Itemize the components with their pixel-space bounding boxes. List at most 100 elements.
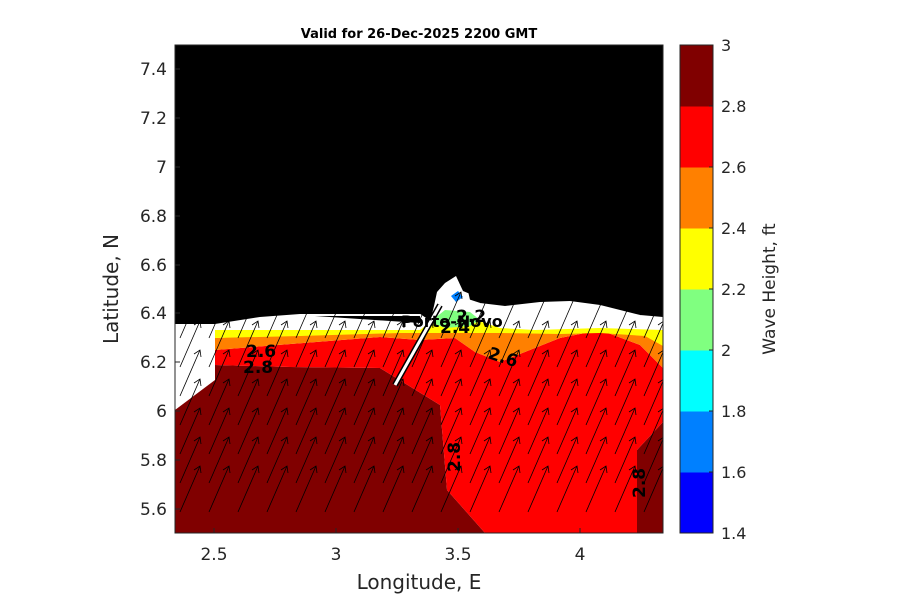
wave-vector bbox=[382, 349, 404, 397]
x-tick-label: 3.5 bbox=[444, 545, 471, 565]
wave-vector bbox=[266, 436, 288, 484]
wave-vector-head bbox=[570, 436, 579, 445]
wave-vector-head bbox=[512, 465, 521, 474]
wave-vector bbox=[643, 409, 663, 455]
wave-vector bbox=[266, 320, 288, 368]
wave-vector bbox=[556, 465, 578, 513]
wave-vector-head bbox=[396, 465, 405, 474]
colorbar-tick-label: 2.2 bbox=[721, 280, 746, 299]
colorbar-swatch bbox=[680, 472, 713, 534]
wave-vector bbox=[643, 293, 663, 339]
band-2.0-2.2 bbox=[430, 310, 480, 328]
wave-vector bbox=[208, 291, 230, 339]
channel-line-inner bbox=[393, 304, 442, 386]
wave-vector bbox=[411, 378, 433, 426]
wave-vector bbox=[498, 378, 520, 426]
wave-vector-head bbox=[541, 465, 550, 474]
wave-vector bbox=[208, 320, 230, 368]
wave-vector-head bbox=[338, 465, 347, 474]
wave-vector-head bbox=[338, 291, 347, 300]
wave-vector-head bbox=[222, 291, 231, 300]
wave-vector bbox=[440, 465, 462, 513]
wave-vector-head bbox=[541, 291, 550, 300]
wave-vector-head bbox=[222, 378, 231, 387]
wave-vector-head bbox=[657, 379, 663, 384]
wave-vector bbox=[585, 378, 607, 426]
wave-vector bbox=[411, 349, 433, 397]
wave-vector-head bbox=[599, 436, 608, 445]
wave-vector bbox=[353, 465, 375, 513]
wave-vector-head bbox=[338, 407, 347, 416]
plot-frame bbox=[174, 44, 664, 534]
wave-vector-head bbox=[251, 465, 260, 474]
wave-vector-head bbox=[280, 291, 289, 300]
wave-vector-head bbox=[338, 320, 347, 329]
colorbar-swatches bbox=[680, 45, 713, 534]
wave-vector bbox=[498, 407, 520, 455]
wave-vector bbox=[469, 320, 491, 368]
wave-vector-head bbox=[570, 291, 579, 300]
wave-vector-head bbox=[541, 436, 550, 445]
wave-vector bbox=[324, 378, 346, 426]
wave-vector bbox=[382, 320, 404, 368]
wave-vector bbox=[556, 320, 578, 368]
wave-vector bbox=[469, 407, 491, 455]
wave-vector bbox=[208, 436, 230, 484]
colorbar-swatch bbox=[680, 411, 713, 473]
wave-vector bbox=[208, 407, 230, 455]
wave-vector bbox=[411, 436, 433, 484]
wave-vector bbox=[556, 378, 578, 426]
y-axis-label: Latitude, N bbox=[99, 234, 123, 344]
wave-vector bbox=[266, 465, 288, 513]
wave-vector-head bbox=[512, 320, 521, 329]
wave-vector bbox=[179, 436, 201, 484]
wave-vector bbox=[179, 378, 201, 426]
wave-vector-head bbox=[512, 378, 521, 387]
wave-vector-head bbox=[193, 378, 202, 387]
wave-vector bbox=[295, 320, 317, 368]
wave-vector bbox=[324, 465, 346, 513]
wave-vector bbox=[237, 291, 259, 339]
wave-vector-head bbox=[280, 349, 289, 358]
x-tick-label: 3 bbox=[331, 545, 342, 565]
y-tick-label: 6.4 bbox=[140, 304, 167, 324]
wave-vector-head bbox=[512, 407, 521, 416]
wave-vector-head bbox=[599, 465, 608, 474]
y-tick-label: 6.6 bbox=[140, 256, 167, 276]
x-axis: 2.5 3 3.5 4 Longitude, E bbox=[200, 528, 585, 594]
colorbar-swatch bbox=[680, 167, 713, 229]
contour-label: 2.4 bbox=[440, 318, 470, 338]
wave-vector-head bbox=[483, 465, 492, 474]
contour-label: 2.8 bbox=[243, 358, 273, 378]
colorbar-swatch bbox=[680, 45, 713, 107]
colorbar-label: Wave Height, ft bbox=[760, 223, 780, 355]
y-tick-label: 5.6 bbox=[140, 500, 167, 520]
wave-vector bbox=[527, 291, 549, 339]
wave-vector bbox=[353, 378, 375, 426]
wave-vector bbox=[266, 291, 288, 339]
band-2.8-3.0 bbox=[637, 422, 663, 533]
wave-vector-head bbox=[193, 407, 202, 416]
wave-vector bbox=[266, 349, 288, 397]
wave-vector bbox=[527, 407, 549, 455]
wave-vector bbox=[353, 436, 375, 484]
wave-vector bbox=[643, 438, 663, 484]
band-2.2-2.4 bbox=[215, 318, 663, 346]
wave-vector bbox=[556, 407, 578, 455]
wave-vector-head bbox=[280, 436, 289, 445]
wave-vector bbox=[498, 465, 520, 513]
wave-vector bbox=[527, 436, 549, 484]
wave-vector-head bbox=[512, 291, 521, 300]
wave-vector-head bbox=[367, 465, 376, 474]
wave-vector bbox=[266, 407, 288, 455]
wave-vector bbox=[382, 378, 404, 426]
wave-vector bbox=[324, 291, 346, 339]
wave-vector-head bbox=[541, 349, 550, 358]
wave-vector-head bbox=[367, 436, 376, 445]
wave-vector bbox=[527, 320, 549, 368]
wave-vector bbox=[411, 291, 433, 339]
wave-vector-head bbox=[251, 378, 260, 387]
wave-vector bbox=[295, 407, 317, 455]
wave-vector-head bbox=[251, 320, 260, 329]
